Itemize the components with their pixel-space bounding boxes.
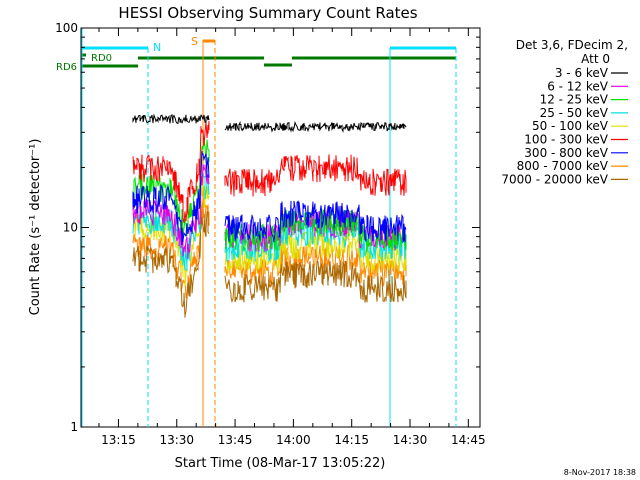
x-tick-label: 13:15 [101, 433, 136, 447]
series-line-300-800keV [132, 151, 407, 246]
series-line-7000-20000keV [132, 210, 407, 318]
series-line-100-300keV [132, 121, 407, 224]
series-line-800-7000keV [132, 199, 407, 299]
x-axis-label: Start Time (08-Mar-17 13:05:22) [175, 456, 386, 471]
legend-label: 800 - 7000 keV [517, 159, 609, 173]
legend-label: 7000 - 20000 keV [501, 172, 608, 186]
footer-date: 8-Nov-2017 18:38 [564, 468, 636, 477]
x-tick-label: 13:45 [218, 433, 253, 447]
flag-bars: N S RD0 RD6 [56, 35, 456, 73]
legend-label: 50 - 100 keV [532, 119, 609, 133]
chart-title: HESSI Observing Summary Count Rates [118, 4, 417, 22]
saa-flag-label: S [191, 35, 198, 48]
rd6-flag-label: RD6 [56, 62, 77, 73]
rd0-flag-label: RD0 [91, 53, 112, 64]
legend-header-line-1: Det 3,6, FDecim 2, [516, 38, 628, 52]
legend-label: 12 - 25 keV [540, 93, 609, 107]
legend-label: 300 - 800 keV [524, 146, 608, 160]
x-tick-label: 14:30 [393, 433, 428, 447]
legend-label: 100 - 300 keV [524, 133, 608, 147]
night-flag-label: N [153, 41, 161, 54]
x-tick-label: 14:00 [276, 433, 311, 447]
y-tick-label: 1 [70, 420, 78, 434]
legend-label: 25 - 50 keV [540, 106, 609, 120]
y-axis-label: Count Rate (s⁻¹ detector⁻¹) [28, 139, 43, 316]
legend-label: 6 - 12 keV [547, 79, 609, 93]
series-group [132, 113, 407, 318]
y-tick-label: 100 [55, 21, 78, 35]
series-line-3-6keV [132, 113, 407, 133]
x-tick-label: 14:15 [334, 433, 369, 447]
y-tick-label: 10 [63, 221, 78, 235]
legend-header-line-2: Att 0 [581, 52, 610, 66]
legend-label: 3 - 6 keV [555, 66, 609, 80]
x-tick-label: 13:30 [159, 433, 194, 447]
x-tick-label: 14:45 [451, 433, 486, 447]
axes: 13:15 13:30 13:45 14:00 14:15 14:30 14:45 1 10 10… [55, 21, 486, 447]
